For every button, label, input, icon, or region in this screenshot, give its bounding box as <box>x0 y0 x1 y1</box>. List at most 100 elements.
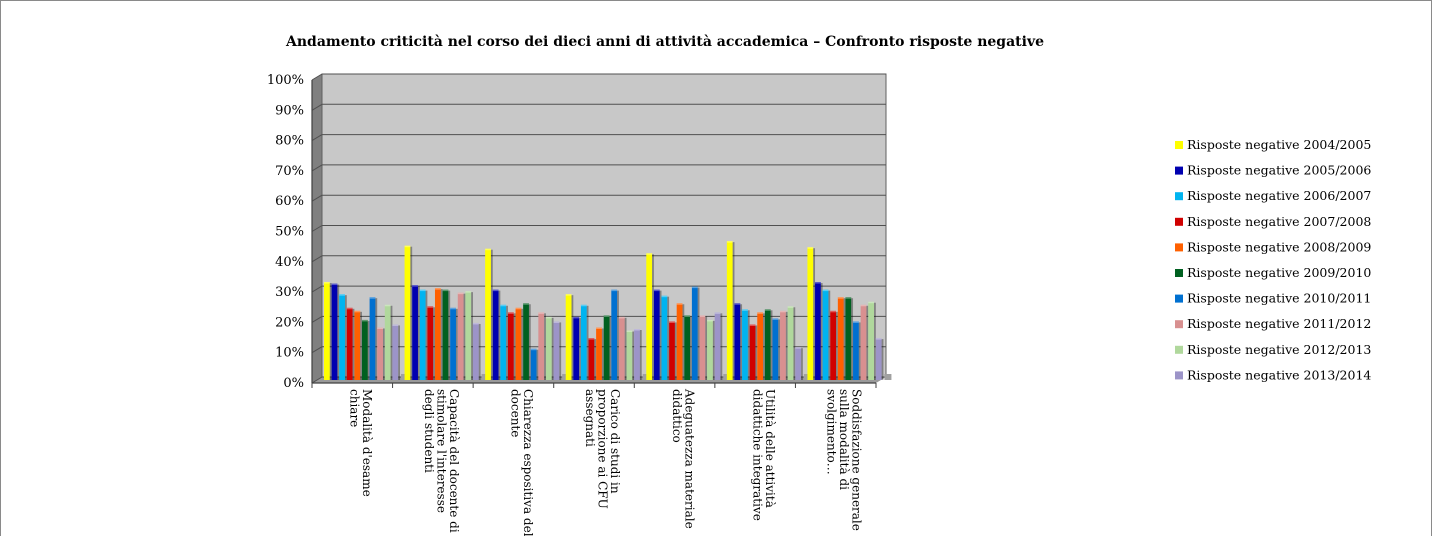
legend-entry: Risposte negative 2012/2013 <box>1175 342 1371 357</box>
bar <box>419 289 428 380</box>
bar <box>772 318 781 380</box>
bar <box>472 322 481 380</box>
floor-marker <box>803 374 811 380</box>
bar <box>465 291 473 380</box>
chart-title: Andamento criticità nel corso dei dieci … <box>285 34 1044 50</box>
floor-marker <box>562 374 570 380</box>
y-tick-label: 30% <box>275 285 304 300</box>
legend-entry: Risposte negative 2010/2011 <box>1175 291 1371 306</box>
bar <box>492 289 501 380</box>
svg-text:Soddisfazione generale: Soddisfazione generale <box>850 389 864 531</box>
y-tick-label: 90% <box>275 103 304 118</box>
bar <box>588 338 597 380</box>
legend-label: Risposte negative 2009/2010 <box>1187 265 1371 280</box>
bar <box>384 304 393 380</box>
legend-entry: Risposte negative 2013/2014 <box>1175 367 1371 382</box>
bar <box>331 283 340 380</box>
bar <box>676 303 685 380</box>
bar <box>412 285 420 380</box>
bar <box>757 312 765 380</box>
bar <box>618 316 627 380</box>
bar <box>780 310 788 380</box>
bar <box>580 304 589 380</box>
bar <box>362 319 370 380</box>
svg-text:Adeguatezza materiale: Adeguatezza materiale <box>682 388 696 529</box>
svg-text:didattico: didattico <box>670 389 684 443</box>
legend-entry: Risposte negative 2008/2009 <box>1175 239 1371 254</box>
bar <box>787 306 796 380</box>
bar <box>354 310 362 380</box>
svg-text:Modalità d'esame: Modalità d'esame <box>360 389 374 497</box>
y-tick-label: 0% <box>283 376 304 391</box>
legend-label: Risposte negative 2008/2009 <box>1187 239 1371 254</box>
legend-swatch <box>1175 269 1183 277</box>
bar <box>669 321 677 380</box>
floor-marker <box>481 374 489 380</box>
legend-swatch <box>1175 141 1183 149</box>
bar <box>507 312 516 380</box>
bar <box>845 297 854 380</box>
legend-entry: Risposte negative 2011/2012 <box>1175 316 1371 331</box>
bar <box>646 253 654 380</box>
bar <box>661 295 670 380</box>
bar <box>611 289 619 380</box>
bar <box>500 304 508 380</box>
bar <box>742 309 750 380</box>
bar <box>626 330 635 380</box>
legend-entry: Risposte negative 2005/2006 <box>1175 163 1371 178</box>
legend-swatch <box>1175 294 1183 303</box>
legend-swatch <box>1175 345 1183 354</box>
bar <box>653 289 662 380</box>
y-tick-label: 60% <box>275 194 304 209</box>
floor-marker <box>642 374 650 380</box>
bar <box>573 316 581 380</box>
legend-label: Risposte negative 2004/2005 <box>1187 137 1371 152</box>
bar <box>457 292 466 380</box>
svg-text:assegnati: assegnati <box>583 389 597 447</box>
bar <box>392 324 400 380</box>
bar <box>553 321 562 380</box>
legend-label: Risposte negative 2007/2008 <box>1187 214 1371 229</box>
bar <box>530 348 539 380</box>
svg-text:Carico di studi in: Carico di studi in <box>608 389 622 494</box>
bar <box>515 307 524 380</box>
bar <box>749 324 758 380</box>
bar <box>860 304 869 380</box>
legend-entry: Risposte negative 2007/2008 <box>1175 214 1371 229</box>
bar <box>634 329 642 380</box>
legend-entry: Risposte negative 2009/2010 <box>1175 265 1371 280</box>
bar <box>684 315 692 380</box>
legend-swatch <box>1175 217 1183 226</box>
bar <box>764 309 773 380</box>
bar <box>868 301 876 380</box>
svg-text:chiare: chiare <box>348 389 362 427</box>
legend-label: Risposte negative 2013/2014 <box>1187 367 1371 382</box>
legend-label: Risposte negative 2011/2012 <box>1187 316 1371 331</box>
bar <box>565 294 574 380</box>
floor-marker <box>401 374 408 380</box>
y-tick-label: 10% <box>275 346 304 361</box>
legend-swatch <box>1175 320 1183 329</box>
bar <box>822 289 831 380</box>
svg-text:sulla modalità di: sulla modalità di <box>837 389 851 490</box>
legend-entry: Risposte negative 2006/2007 <box>1175 188 1371 203</box>
y-tick-label: 50% <box>275 225 304 240</box>
y-tick-label: 40% <box>275 255 304 270</box>
svg-text:stimolare l'interesse: stimolare l'interesse <box>434 389 448 513</box>
svg-text:Utilità delle attività: Utilità delle attività <box>763 389 777 508</box>
bar <box>691 286 700 380</box>
bar <box>815 282 823 380</box>
floor-marker <box>884 374 892 380</box>
bar <box>523 303 531 380</box>
axes <box>311 80 877 388</box>
svg-text:didattiche integrative: didattiche integrative <box>750 389 764 521</box>
legend-swatch <box>1175 166 1183 175</box>
bar <box>853 321 861 380</box>
svg-text:proporzione ai CFU: proporzione ai CFU <box>596 389 610 509</box>
legend-label: Risposte negative 2006/2007 <box>1187 188 1371 203</box>
bar <box>734 303 743 380</box>
bar <box>434 288 443 380</box>
